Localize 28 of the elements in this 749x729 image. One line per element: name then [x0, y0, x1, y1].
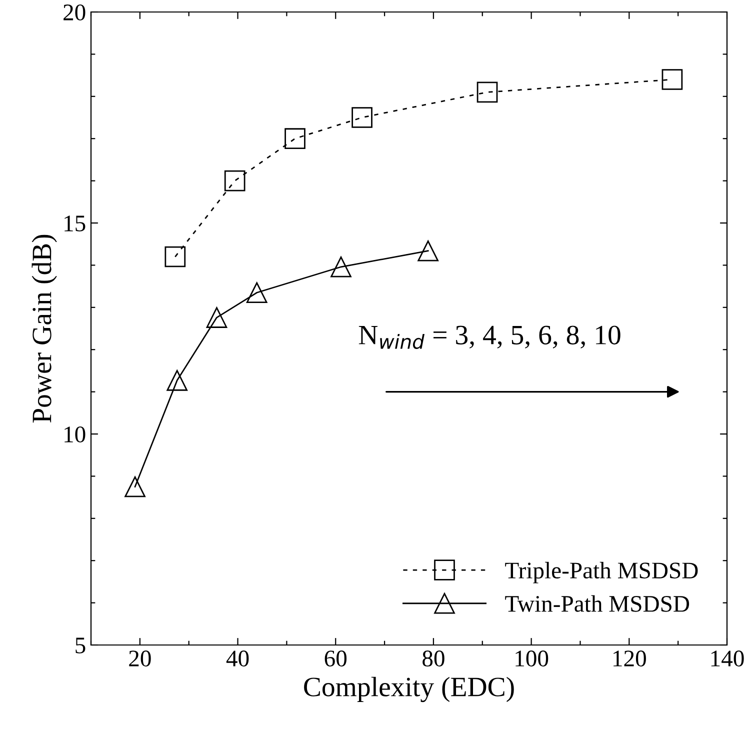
- point: [224, 170, 246, 192]
- point: [662, 69, 683, 90]
- y-tick-label: 20: [64, 4, 86, 20]
- point: [206, 307, 228, 328]
- y-axis-title: Power Gain (dB): [32, 234, 57, 423]
- annotation: N$_{wind}$ = 3, 4, 5, 6, 8, 10: [358, 326, 620, 350]
- x-tick-label: 20: [129, 650, 151, 666]
- point: [124, 476, 146, 498]
- x-tick-label: 100: [516, 650, 548, 666]
- legend-label: Twin-Path MSDSD: [505, 595, 690, 612]
- point: [418, 240, 438, 262]
- x-tick-label: 60: [324, 650, 347, 666]
- x-tick-label: 140: [711, 650, 744, 666]
- y-tick-label: 5: [76, 638, 86, 654]
- x-tick-label: 120: [614, 650, 646, 666]
- point: [164, 246, 186, 268]
- point: [166, 370, 188, 391]
- point: [352, 107, 372, 128]
- point: [284, 128, 306, 150]
- x-tick-label: 40: [226, 650, 249, 666]
- y-tick-label: 10: [64, 426, 86, 442]
- point: [246, 282, 268, 304]
- y-tick-label: 15: [64, 216, 86, 232]
- point: [476, 82, 498, 103]
- legend-label: Triple-Path MSDSD: [505, 562, 698, 584]
- point: [330, 256, 352, 278]
- x-tick-label: 80: [422, 650, 444, 666]
- x-axis-title: Complexity (EDC): [304, 676, 514, 702]
